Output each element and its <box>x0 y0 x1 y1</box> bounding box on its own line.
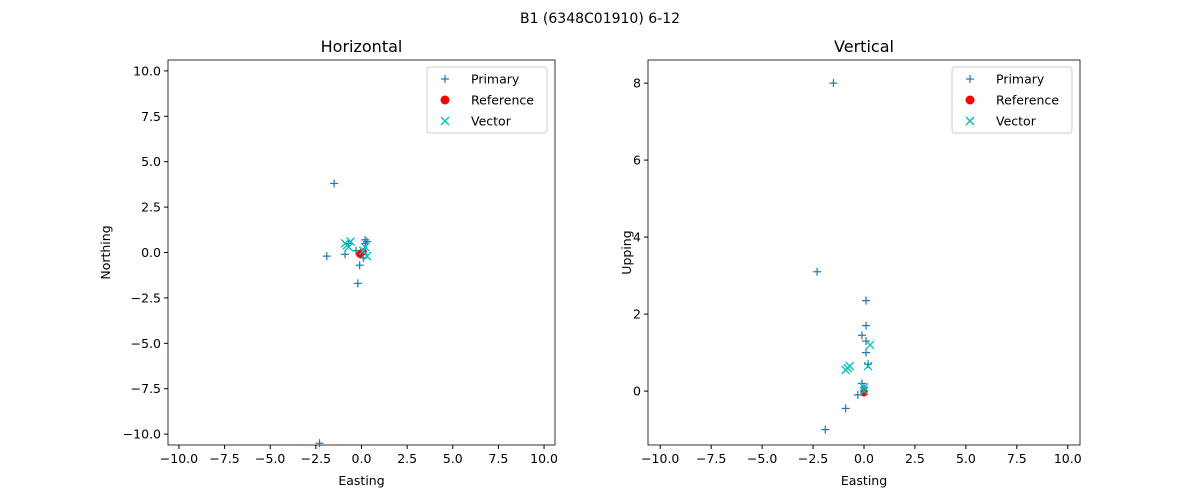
y-tick-label: −10.0 <box>123 427 161 442</box>
primary-point <box>362 237 371 246</box>
vector-point <box>362 251 372 261</box>
primary-point <box>353 279 362 288</box>
primary-point <box>341 250 350 259</box>
x-axis-label: Easting <box>338 473 384 488</box>
legend-box <box>426 66 548 134</box>
legend-box <box>951 66 1073 134</box>
legend-circle-icon <box>965 95 975 105</box>
subplot-vertical: Vertical −10.0 −7.5 −5.0 −2.5 0.0 2.5 5.0 7.5 10.… <box>619 37 1082 488</box>
x-tick-label: 5.0 <box>443 451 463 466</box>
x-tick-label: −2.5 <box>798 451 828 466</box>
x-tick-label: 2.5 <box>905 451 925 466</box>
legend-label: Vector <box>996 114 1037 129</box>
x-tick-label: 5.0 <box>956 451 976 466</box>
x-axis-label: Easting <box>841 473 887 488</box>
legend-plus-icon <box>966 75 974 83</box>
y-tick-label: 0 <box>633 384 641 399</box>
primary-point <box>862 296 871 305</box>
primary-point <box>829 79 838 88</box>
x-tick-label: 0.0 <box>854 451 874 466</box>
legend-x-icon <box>440 116 450 126</box>
x-b <box>360 242 370 252</box>
y-tick-label: 8 <box>633 76 641 91</box>
vector-point <box>863 361 873 371</box>
primary-point <box>361 239 370 248</box>
legend-label: Reference <box>996 93 1059 108</box>
vector-point <box>859 382 869 392</box>
legend-label: Vector <box>471 114 512 129</box>
x-tick-label: −10.0 <box>160 451 198 466</box>
legend: Primary Reference Vector <box>951 66 1073 134</box>
figure-title: B1 (6348C01910) 6-12 <box>520 11 680 27</box>
x-tick-label: 7.5 <box>1007 451 1027 466</box>
x-b <box>859 386 869 396</box>
y-tick-label: 0.0 <box>141 245 161 260</box>
x-tick-label: 2.5 <box>397 451 417 466</box>
primary-point <box>330 179 339 188</box>
x-tick-label: 10.0 <box>1054 451 1082 466</box>
x-tick-label: −7.5 <box>696 451 726 466</box>
vector-point <box>841 365 851 375</box>
primary-point <box>315 439 324 448</box>
primary-point <box>862 321 871 330</box>
primary-point <box>857 331 866 340</box>
y-tick-label: 6 <box>633 153 641 168</box>
vector-point <box>859 386 869 396</box>
subplot-horizontal: Horizontal −10.0 −7.5 −5.0 −2.5 0.0 2.5 5.0 7.5 1… <box>98 37 558 488</box>
vector-point <box>346 237 356 247</box>
y-tick-label: 4 <box>633 230 641 245</box>
primary-point <box>355 261 364 270</box>
subplot-title: Vertical <box>834 37 894 56</box>
y-axis-label: Upping <box>619 230 634 274</box>
primary-point <box>821 425 830 434</box>
x-b <box>863 361 873 371</box>
y-tick-label: −5.0 <box>131 336 161 351</box>
legend-plus-icon <box>441 75 449 83</box>
x-b <box>344 242 354 252</box>
x-tick-label: −2.5 <box>301 451 331 466</box>
legend-label: Primary <box>996 72 1045 87</box>
y-tick-label: 7.5 <box>141 109 161 124</box>
y-tick-label: 2 <box>633 307 641 322</box>
primary-point <box>813 267 822 276</box>
x-b <box>859 382 869 392</box>
x-b <box>440 116 450 126</box>
y-axis-label: Northing <box>98 225 113 279</box>
x-tick-label: −5.0 <box>747 451 777 466</box>
x-tick-label: 0.0 <box>352 451 372 466</box>
y-tick-label: −2.5 <box>131 290 161 305</box>
legend-label: Primary <box>471 72 520 87</box>
x-b <box>346 237 356 247</box>
y-tick-label: 2.5 <box>141 200 161 215</box>
x-tick-label: −10.0 <box>641 451 679 466</box>
y-tick-label: −7.5 <box>131 381 161 396</box>
x-b <box>865 340 875 350</box>
vector-point <box>865 340 875 350</box>
x-tick-label: −5.0 <box>255 451 285 466</box>
legend-label: Reference <box>471 93 534 108</box>
primary-point <box>862 348 871 357</box>
x-b <box>841 365 851 375</box>
x-tick-label: −7.5 <box>209 451 239 466</box>
legend-x-icon <box>965 116 975 126</box>
y-tick-label: 10.0 <box>133 63 161 78</box>
x-tick-label: 10.0 <box>530 451 558 466</box>
legend-circle-icon <box>440 95 450 105</box>
subplot-title: Horizontal <box>321 37 403 56</box>
y-tick-label: 5.0 <box>141 154 161 169</box>
reference-point <box>860 389 868 397</box>
x-b <box>362 251 372 261</box>
vector-point <box>344 242 354 252</box>
legend: Primary Reference Vector <box>426 66 548 134</box>
primary-point <box>322 252 331 261</box>
vector-point <box>360 242 370 252</box>
primary-point <box>841 404 850 413</box>
x-b <box>965 116 975 126</box>
x-tick-label: 7.5 <box>488 451 508 466</box>
